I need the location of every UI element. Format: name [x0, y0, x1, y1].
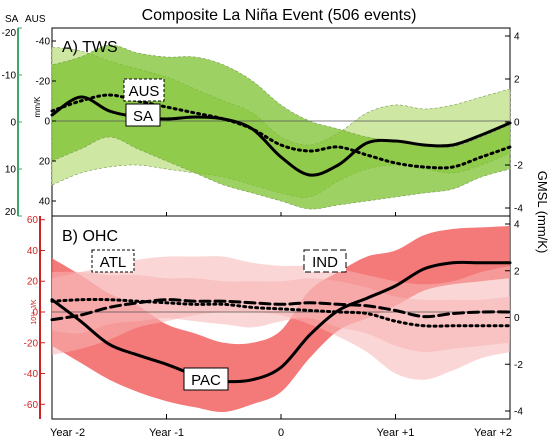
panel-ohc: B) OHC ATL IND PAC 60 40 20 0 -20 -40 -60 10¹⁹… — [24, 215, 512, 420]
ohc-tick-label: 20 — [27, 277, 39, 288]
aus-tick-label: 0 — [44, 117, 50, 128]
pac-series-label: PAC — [191, 372, 221, 389]
aus-tick-label: 20 — [39, 157, 51, 168]
tws-unit-label: mm/K — [33, 96, 42, 118]
gmsl-tick-label: -2 — [514, 360, 523, 371]
sa-tick-label: 20 — [5, 207, 17, 218]
ohc-tick-label: -40 — [24, 369, 39, 380]
gmsl-tick-label: 2 — [514, 75, 520, 86]
ohc-tick-label: -20 — [24, 338, 39, 349]
tws-band-1 — [51, 44, 511, 210]
x-tick-label: Year -1 — [149, 427, 184, 439]
x-tick-label: Year +1 — [377, 427, 415, 439]
x-tick-label: Year -2 — [50, 427, 85, 439]
sa-tick-label: 10 — [5, 165, 17, 176]
gmsl-tick-label: -4 — [514, 407, 523, 418]
panel-tws-label: A) TWS — [62, 39, 118, 56]
panel-tws: A) TWS AUS SA SA AUS -40 -20 0 20 40 -20 -10 0 1… — [2, 14, 512, 218]
gmsl-tick-label: 2 — [514, 266, 520, 277]
panel-ohc-label: B) OHC — [62, 228, 118, 245]
ohc-tick-label: -60 — [24, 400, 39, 411]
tws-bands — [51, 44, 511, 210]
series-line-ind — [50, 298, 512, 322]
ohc-lines — [50, 260, 512, 384]
tws-axis-ticks: -40 -20 0 20 40 -20 -10 0 10 20 — [2, 27, 56, 218]
atl-series-label: ATL — [100, 254, 126, 271]
ohc-tick-label: 60 — [27, 215, 39, 226]
sa-axis-header: SA — [5, 14, 19, 25]
aus-tick-label: -20 — [36, 77, 51, 88]
ohc-axis-ticks: 60 40 20 0 -20 -40 -60 — [24, 215, 45, 411]
aus-label-box — [123, 78, 165, 102]
gmsl-tick-label: -2 — [514, 161, 523, 172]
gmsl-tick-label: 4 — [514, 32, 520, 43]
aus-series-label: AUS — [129, 83, 160, 100]
aus-tick-label: 40 — [39, 197, 51, 208]
gmsl-tick-label: 0 — [514, 118, 520, 129]
pac-label-box — [183, 367, 229, 391]
sa-tick-label: -10 — [2, 71, 17, 82]
gmsl-right-axis: 4 2 0 -2 -4 4 2 0 -2 -4 — [505, 32, 523, 418]
ohc-unit-label: 10¹⁹ J/K — [31, 299, 38, 325]
ohc-tick-label: 40 — [27, 246, 39, 257]
ind-series-label: IND — [312, 254, 338, 271]
gmsl-tick-label: 4 — [514, 220, 520, 231]
gmsl-tick-label: -4 — [514, 204, 523, 215]
x-tick-label: 0 — [278, 427, 284, 439]
sa-tick-label: -20 — [2, 28, 17, 39]
sa-tick-label: 0 — [10, 118, 16, 129]
ind-label-box — [303, 249, 347, 273]
sa-label-box — [125, 103, 161, 127]
chart-title: Composite La Niña Event (506 events) — [142, 7, 417, 24]
gmsl-tick-label: 0 — [514, 313, 520, 324]
x-tick-label: Year +2 — [474, 427, 512, 439]
sa-series-label: SA — [133, 108, 153, 125]
ohc-tick-label: 0 — [32, 308, 38, 319]
series-line-pac — [50, 260, 512, 384]
aus-tick-label: -40 — [36, 37, 51, 48]
series-line-atl — [50, 297, 512, 328]
gmsl-axis-label: GMSL (mm/K) — [535, 171, 550, 254]
x-axis: Year -2 Year -1 0 Year +1 Year +2 — [50, 212, 512, 439]
aus-axis-header: AUS — [25, 14, 46, 25]
atl-label-box — [91, 249, 135, 273]
